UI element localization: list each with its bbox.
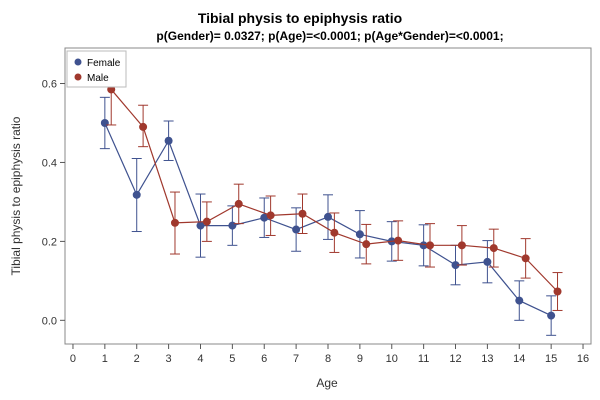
y-tick-label: 0.2 bbox=[42, 236, 57, 248]
data-point-female bbox=[132, 190, 141, 199]
x-tick-label: 15 bbox=[545, 353, 557, 365]
x-tick-label: 7 bbox=[293, 353, 299, 365]
y-tick-label: 0.6 bbox=[42, 79, 57, 91]
x-tick-label: 8 bbox=[325, 353, 331, 365]
y-axis: 0.0 0.2 0.4 0.6 bbox=[42, 79, 65, 327]
x-tick-label: 4 bbox=[197, 353, 203, 365]
x-tick-label: 12 bbox=[449, 353, 461, 365]
data-point-male bbox=[170, 218, 179, 227]
legend: Female Male bbox=[66, 50, 127, 88]
data-point-female bbox=[228, 221, 237, 230]
x-tick-label: 10 bbox=[386, 353, 398, 365]
x-tick-label: 3 bbox=[166, 353, 172, 365]
data-point-female bbox=[355, 230, 364, 239]
data-point-female bbox=[515, 296, 524, 305]
x-tick-label: 0 bbox=[70, 353, 76, 365]
y-tick-label: 0.4 bbox=[42, 157, 57, 169]
series-female bbox=[99, 96, 557, 336]
x-tick-label: 13 bbox=[481, 353, 493, 365]
data-point-female bbox=[483, 257, 492, 266]
chart-subtitle: p(Gender)= 0.0327; p(Age)=<0.0001; p(Age… bbox=[156, 29, 503, 43]
x-tick-label: 14 bbox=[513, 353, 525, 365]
y-axis-label: Tibial physis to epiphysis ratio bbox=[9, 116, 23, 275]
x-tick-label: 2 bbox=[134, 353, 140, 365]
data-point-male bbox=[139, 122, 148, 131]
x-tick-label: 1 bbox=[102, 353, 108, 365]
x-tick-label: 9 bbox=[357, 353, 363, 365]
data-point-male bbox=[457, 241, 466, 250]
x-axis-label: Age bbox=[316, 376, 338, 390]
data-point-female bbox=[451, 261, 460, 270]
data-point-male bbox=[330, 228, 339, 237]
data-point-male bbox=[202, 217, 211, 226]
data-point-female bbox=[196, 221, 205, 230]
data-point-male bbox=[266, 211, 275, 220]
data-point-female bbox=[164, 136, 173, 145]
data-point-male bbox=[298, 209, 307, 218]
data-point-male bbox=[394, 236, 403, 245]
data-point-male bbox=[553, 287, 562, 296]
y-tick-label: 0.0 bbox=[42, 315, 57, 327]
x-tick-label: 6 bbox=[261, 353, 267, 365]
legend-swatch-male bbox=[74, 73, 82, 81]
data-point-male bbox=[521, 254, 530, 263]
legend-label-male: Male bbox=[87, 73, 109, 84]
data-point-female bbox=[419, 241, 428, 250]
legend-box bbox=[66, 50, 127, 88]
data-point-female bbox=[100, 118, 109, 127]
data-point-male bbox=[234, 199, 243, 208]
data-point-male bbox=[426, 241, 435, 250]
x-axis: 0 1 2 3 4 5 6 7 8 9 10 11 12 13 14 15 16 bbox=[70, 344, 589, 365]
data-point-female bbox=[324, 212, 332, 221]
data-point-female bbox=[260, 213, 269, 222]
data-point-female bbox=[547, 311, 556, 320]
legend-label-female: Female bbox=[87, 58, 121, 69]
x-tick-label: 11 bbox=[418, 353, 429, 365]
data-point-male bbox=[362, 240, 371, 249]
data-point-male bbox=[489, 244, 498, 253]
legend-swatch-female bbox=[74, 58, 82, 66]
chart-title: Tibial physis to epiphysis ratio bbox=[198, 10, 402, 26]
x-tick-label: 5 bbox=[229, 353, 235, 365]
data-point-female bbox=[292, 225, 301, 234]
x-tick-label: 16 bbox=[577, 353, 589, 365]
